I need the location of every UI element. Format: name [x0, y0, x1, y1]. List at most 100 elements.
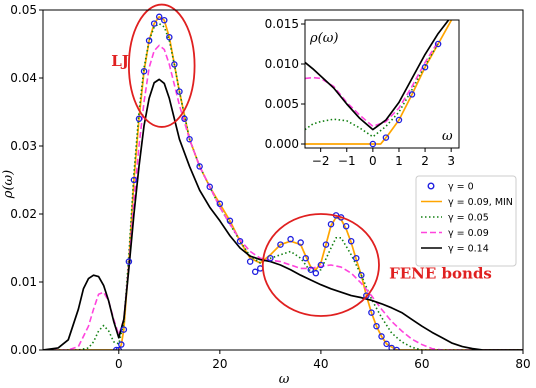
inset-x-axis-label: ω: [442, 129, 453, 144]
main-data-point: [166, 33, 173, 41]
inset-series-0: [369, 40, 442, 148]
y-tick-label: 0.03: [10, 139, 37, 153]
main-data-point: [287, 235, 294, 243]
inset-x-tick-label: 0: [369, 154, 377, 168]
inset-x-tick-label: −1: [338, 154, 356, 168]
legend: γ = 0 γ = 0.09, MIN γ = 0.05 γ = 0.09 γ = 0.…: [415, 175, 517, 267]
inset-y-tick-label: 0.010: [265, 57, 299, 71]
legend-label: γ = 0.09: [448, 228, 489, 239]
annotations: LJ FENE bonds: [111, 52, 492, 283]
main-data-point: [383, 340, 390, 348]
highlight-ellipse: [261, 213, 380, 317]
inset-plot-series: [305, 20, 453, 148]
main-data-point: [196, 163, 203, 170]
x-tick-label: 0: [115, 357, 123, 371]
main-data-point: [246, 258, 254, 265]
annotation-lj: LJ: [111, 52, 129, 70]
inset-x-axis-ticks: −2 −1 0 1 2 3: [312, 148, 455, 168]
inset-x-tick-label: −2: [312, 154, 330, 168]
main-data-point: [373, 322, 380, 330]
main-data-point: [378, 333, 385, 340]
main-data-point: [297, 239, 304, 246]
main-data-point: [358, 271, 365, 279]
main-data-point: [125, 258, 133, 265]
inset-y-axis-label: ρ(ω): [309, 31, 338, 46]
main-data-point: [135, 115, 143, 123]
legend-marker: [427, 182, 435, 190]
legend-entry-0-05: γ = 0.05: [421, 213, 489, 224]
main-data-point: [140, 67, 148, 75]
main-data-point: [347, 237, 355, 245]
legend-entry-0-09-min: γ = 0.09, MIN: [421, 197, 513, 208]
y-tick-label: 0.02: [10, 207, 37, 221]
legend-label: γ = 0.09, MIN: [448, 197, 513, 208]
main-data-point: [236, 237, 244, 245]
y-tick-label: 0.01: [10, 275, 37, 289]
main-data-point: [317, 261, 325, 269]
y-tick-label: 0.00: [10, 343, 37, 357]
main-data-point: [161, 16, 168, 24]
main-data-point: [120, 326, 128, 333]
main-data-point: [186, 135, 193, 143]
main-data-point: [181, 115, 188, 123]
main-data-point: [368, 309, 375, 316]
y-axis-label: ρ(ω): [1, 170, 16, 199]
x-tick-label: 60: [414, 357, 429, 371]
legend-label: γ = 0.05: [448, 213, 489, 224]
x-tick-label: 40: [313, 357, 328, 371]
main-data-point: [302, 254, 309, 262]
legend-box: [415, 175, 517, 267]
main-data-point: [130, 176, 138, 184]
legend-label: γ = 0.14: [448, 244, 489, 255]
highlight-ellipse: [127, 3, 196, 128]
main-data-point: [322, 241, 330, 248]
inset-series-0-14: [305, 20, 450, 131]
inset-x-tick-label: 2: [421, 154, 429, 168]
legend-entry-0-09: γ = 0.09: [421, 228, 489, 239]
main-data-point: [206, 183, 213, 191]
legend-label: γ = 0: [448, 182, 474, 193]
x-axis-label: ω: [279, 372, 290, 387]
inset-series-0-05: [305, 42, 439, 138]
main-plot-frame: [42, 9, 524, 351]
main-data-point: [363, 292, 370, 299]
inset-y-tick-label: 0.000: [265, 137, 299, 151]
inset-data-point: [408, 91, 416, 98]
main-data-point: [155, 13, 163, 21]
y-tick-label: 0.05: [10, 3, 37, 17]
main-data-point: [327, 220, 335, 228]
main-plot-series: [43, 13, 523, 350]
inset-data-point: [421, 63, 429, 71]
inset-x-tick-label: 3: [447, 154, 455, 168]
main-data-point: [226, 217, 234, 225]
inset-frame: [304, 19, 460, 149]
inset-data-point: [382, 134, 390, 141]
main-data-point: [277, 241, 284, 248]
inset-y-tick-label: 0.015: [265, 17, 299, 31]
inset-x-tick-label: 1: [395, 154, 403, 168]
inset-data-point: [434, 40, 442, 48]
annotation-fene-bonds: FENE bonds: [389, 265, 492, 283]
main-data-point: [251, 268, 259, 276]
legend-entry-0: γ = 0: [427, 182, 474, 193]
inset-data-point: [369, 140, 377, 148]
main-data-point: [267, 254, 274, 262]
main-data-point: [353, 254, 360, 262]
main-data-point: [216, 200, 224, 208]
main-data-point: [150, 20, 158, 27]
x-axis-ticks: 0 20 40 60 80: [115, 350, 531, 371]
main-data-point: [342, 222, 350, 230]
inset-series-0-09: [305, 41, 439, 128]
y-axis-ticks: 0.00 0.01 0.02 0.03 0.04 0.05: [10, 3, 43, 357]
highlight-ellipses: [127, 3, 380, 317]
main-data-point: [145, 37, 153, 44]
x-tick-label: 20: [212, 357, 227, 371]
main-series-0-14: [43, 78, 523, 350]
inset-y-axis-ticks: 0.000 0.005 0.010 0.015: [265, 17, 305, 151]
inset-y-tick-label: 0.005: [265, 97, 299, 111]
inset-data-point: [395, 116, 403, 124]
y-tick-label: 0.04: [10, 71, 37, 85]
main-data-point: [307, 266, 315, 274]
main-series-0-09-min: [43, 15, 523, 350]
